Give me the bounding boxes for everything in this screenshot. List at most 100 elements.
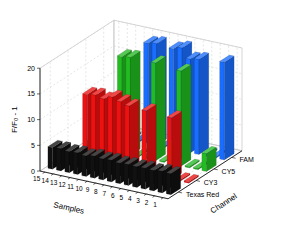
tick bbox=[51, 174, 53, 175]
bar-face bbox=[167, 110, 181, 117]
bar-face bbox=[177, 41, 191, 48]
x-tick-label: 8 bbox=[94, 188, 98, 195]
bar-face bbox=[151, 56, 165, 63]
grid-line bbox=[114, 20, 242, 48]
bar-face bbox=[116, 94, 130, 101]
z-axis-title: F/F₀ - 1 bbox=[10, 106, 19, 133]
z-tick-label: 0 bbox=[31, 168, 35, 175]
tick bbox=[43, 172, 45, 173]
bar-face bbox=[116, 162, 121, 184]
bar-face bbox=[199, 53, 209, 154]
tick bbox=[93, 183, 95, 184]
bar-face bbox=[202, 153, 207, 172]
bar-face bbox=[107, 153, 121, 160]
x-tick-label: 7 bbox=[103, 190, 107, 197]
chart: 151413121110987654321FAMCY5CY3Texas Red0… bbox=[0, 0, 294, 241]
bar-face bbox=[220, 55, 234, 62]
x-tick-label: 4 bbox=[128, 195, 132, 202]
bar-face bbox=[56, 148, 61, 171]
bar-face bbox=[108, 90, 122, 97]
tick bbox=[102, 185, 104, 186]
bar-face bbox=[152, 36, 166, 43]
bar-face bbox=[220, 61, 225, 160]
bar-face bbox=[90, 149, 104, 156]
bar-face bbox=[142, 103, 156, 110]
bar-face bbox=[166, 166, 180, 173]
x-tick-label: 14 bbox=[42, 177, 50, 184]
bar-face bbox=[91, 88, 105, 95]
x-axis-title: Samples bbox=[53, 200, 85, 215]
y-tick-label: CY3 bbox=[204, 179, 218, 186]
bar bbox=[194, 52, 208, 154]
tick bbox=[119, 189, 121, 190]
x-tick-label: 13 bbox=[50, 179, 58, 186]
z-tick-label: 20 bbox=[27, 65, 35, 72]
bar-face bbox=[176, 64, 190, 71]
tick bbox=[37, 93, 40, 94]
tick bbox=[37, 171, 40, 172]
y-tick-label: Texas Red bbox=[186, 191, 219, 198]
bar bbox=[184, 174, 198, 183]
bar bbox=[202, 146, 216, 171]
bar-face bbox=[166, 173, 171, 195]
tick bbox=[144, 194, 146, 195]
grid-line bbox=[40, 20, 114, 68]
bar-face bbox=[56, 141, 70, 148]
y-tick-label: FAM bbox=[239, 156, 254, 163]
x-tick-label: 2 bbox=[145, 199, 149, 206]
tick bbox=[153, 196, 155, 197]
x-tick-label: 1 bbox=[153, 201, 157, 208]
y-tick-label: CY5 bbox=[222, 168, 236, 175]
bar-face bbox=[125, 99, 139, 106]
y-axis-title: Channel bbox=[209, 192, 239, 216]
tick bbox=[232, 157, 236, 159]
tick bbox=[161, 198, 163, 199]
tick bbox=[76, 179, 78, 180]
bar-face bbox=[73, 146, 87, 153]
bar-face bbox=[141, 167, 146, 189]
tick bbox=[127, 190, 129, 191]
grid-line bbox=[40, 46, 114, 94]
x-tick-label: 6 bbox=[111, 192, 115, 199]
bar-face bbox=[73, 152, 78, 175]
bar-face bbox=[194, 52, 208, 59]
bar-face bbox=[158, 170, 163, 193]
panes bbox=[40, 20, 242, 199]
bar-face bbox=[184, 174, 198, 181]
marks bbox=[48, 36, 234, 195]
bar bbox=[166, 166, 180, 194]
bar bbox=[220, 55, 234, 160]
z-tick-label: 10 bbox=[27, 116, 35, 123]
bar-face bbox=[156, 57, 166, 161]
x-tick-label: 3 bbox=[136, 197, 140, 204]
tick bbox=[60, 176, 62, 177]
x-tick-label: 12 bbox=[58, 181, 66, 188]
bar-face bbox=[132, 166, 137, 188]
bar-face bbox=[90, 155, 95, 178]
tick bbox=[37, 119, 40, 120]
tick bbox=[178, 192, 182, 194]
grid bbox=[40, 20, 242, 197]
tick bbox=[85, 181, 87, 182]
tick bbox=[37, 68, 40, 69]
x-tick-label: 5 bbox=[119, 194, 123, 201]
bar-face bbox=[107, 159, 112, 182]
bar-face bbox=[224, 56, 234, 160]
x-tick-label: 9 bbox=[86, 186, 90, 193]
tick bbox=[37, 145, 40, 146]
bar-face bbox=[181, 65, 191, 166]
bar-face bbox=[48, 147, 53, 170]
bar-face bbox=[124, 164, 129, 186]
bar-face bbox=[149, 170, 154, 192]
bar-face bbox=[82, 155, 87, 177]
tick bbox=[68, 178, 70, 179]
bar-face bbox=[202, 146, 216, 153]
tick bbox=[196, 180, 200, 182]
x-tick-label: 10 bbox=[75, 185, 83, 192]
z-tick-label: 15 bbox=[27, 90, 35, 97]
bar-face bbox=[194, 58, 199, 154]
x-tick-label: 11 bbox=[67, 183, 74, 190]
bar-face bbox=[65, 151, 70, 173]
bar-face bbox=[126, 50, 140, 57]
tick bbox=[110, 187, 112, 188]
